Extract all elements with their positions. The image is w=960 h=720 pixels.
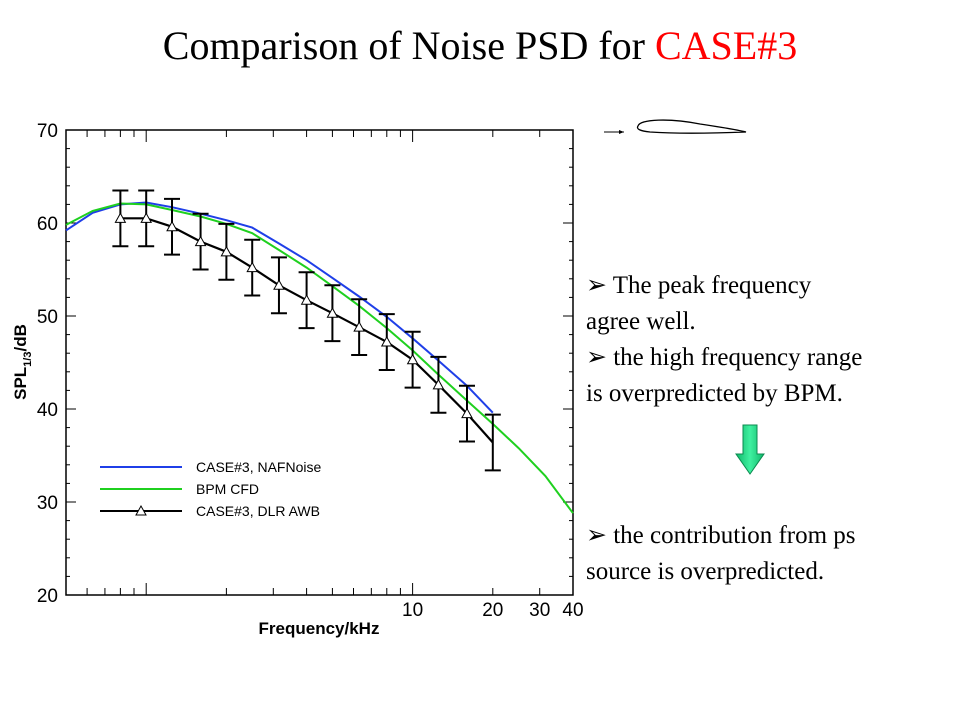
airfoil-icon [604,119,747,134]
x-axis-label: Frequency/kHz [259,619,380,638]
x-tick-label: 30 [529,600,550,621]
y-label-part: SPL [11,367,30,400]
down-arrow-icon [735,424,765,475]
data-point [220,245,233,257]
bullet-2-line1: the high frequency range [606,344,863,371]
data-point [194,235,207,247]
chart-legend: CASE#3, NAFNoise BPM CFD CASE#3, DLR AWB [100,459,321,519]
bullet-1: ➢ The peak frequency [586,268,956,304]
x-tick-label: 40 [562,600,583,621]
legend-label: BPM CFD [196,481,259,497]
legend-marker [135,504,147,516]
bullet-3-cont: source is overpredicted. [586,558,825,585]
y-tick-label: 20 [37,586,58,607]
bullet-2: ➢ the high frequency range [586,340,956,376]
title-main: Comparison of Noise PSD for [162,23,655,68]
data-point [114,212,127,223]
data-point [461,407,473,419]
data-point [406,353,419,365]
bullet-1-cont: agree well. [586,308,696,335]
y-tick-label: 70 [37,121,58,142]
bullet-1-line1: The peak frequency [606,272,812,299]
x-tick-label: 20 [482,600,503,621]
legend-label: CASE#3, NAFNoise [196,459,321,475]
data-point [140,212,153,223]
legend-label: CASE#3, DLR AWB [196,503,320,519]
axis-ticks [65,129,574,596]
series-layer [65,189,574,514]
bullet-2-cont: is overpredicted by BPM. [586,380,843,407]
bullet-marker-icon: ➢ [586,272,607,299]
bullet-marker-icon: ➢ [586,522,607,549]
data-point [380,336,393,347]
bullet-list: ➢ The peak frequency agree well. ➢ the h… [586,268,956,590]
y-label-part: /dB [11,324,30,351]
y-axis-label: SPL1/3/dB [11,324,34,400]
data-point [246,261,259,273]
series-bpm-cfd-line [65,202,574,514]
plot-frame [65,129,574,596]
y-tick-label: 60 [37,214,58,235]
bullet-3: ➢ the contribution from ps [586,518,956,554]
data-point [300,294,313,305]
data-point [432,378,445,390]
slide-title: Comparison of Noise PSD for CASE#3 [0,22,960,69]
data-point [166,220,178,232]
y-tick-label: 30 [37,493,58,514]
data-point [273,279,285,290]
bullet-3-line1: the contribution from ps [606,522,856,549]
y-axis-label-group: SPL1/3/dB [11,324,34,400]
y-tick-label: 50 [37,307,58,328]
y-tick-labels: 20 30 40 50 60 70 [37,121,58,607]
spacer [586,412,956,518]
data-point [326,307,339,318]
series-case-3-dlr-awb-line [120,217,494,444]
y-label-subscript: 1/3 [22,352,34,367]
x-tick-label: 10 [402,600,423,621]
title-highlight: CASE#3 [654,23,798,68]
data-point [353,321,365,332]
y-tick-label: 40 [37,400,58,421]
bullet-marker-icon: ➢ [586,344,607,371]
x-tick-labels: 10 20 30 40 [402,600,584,621]
